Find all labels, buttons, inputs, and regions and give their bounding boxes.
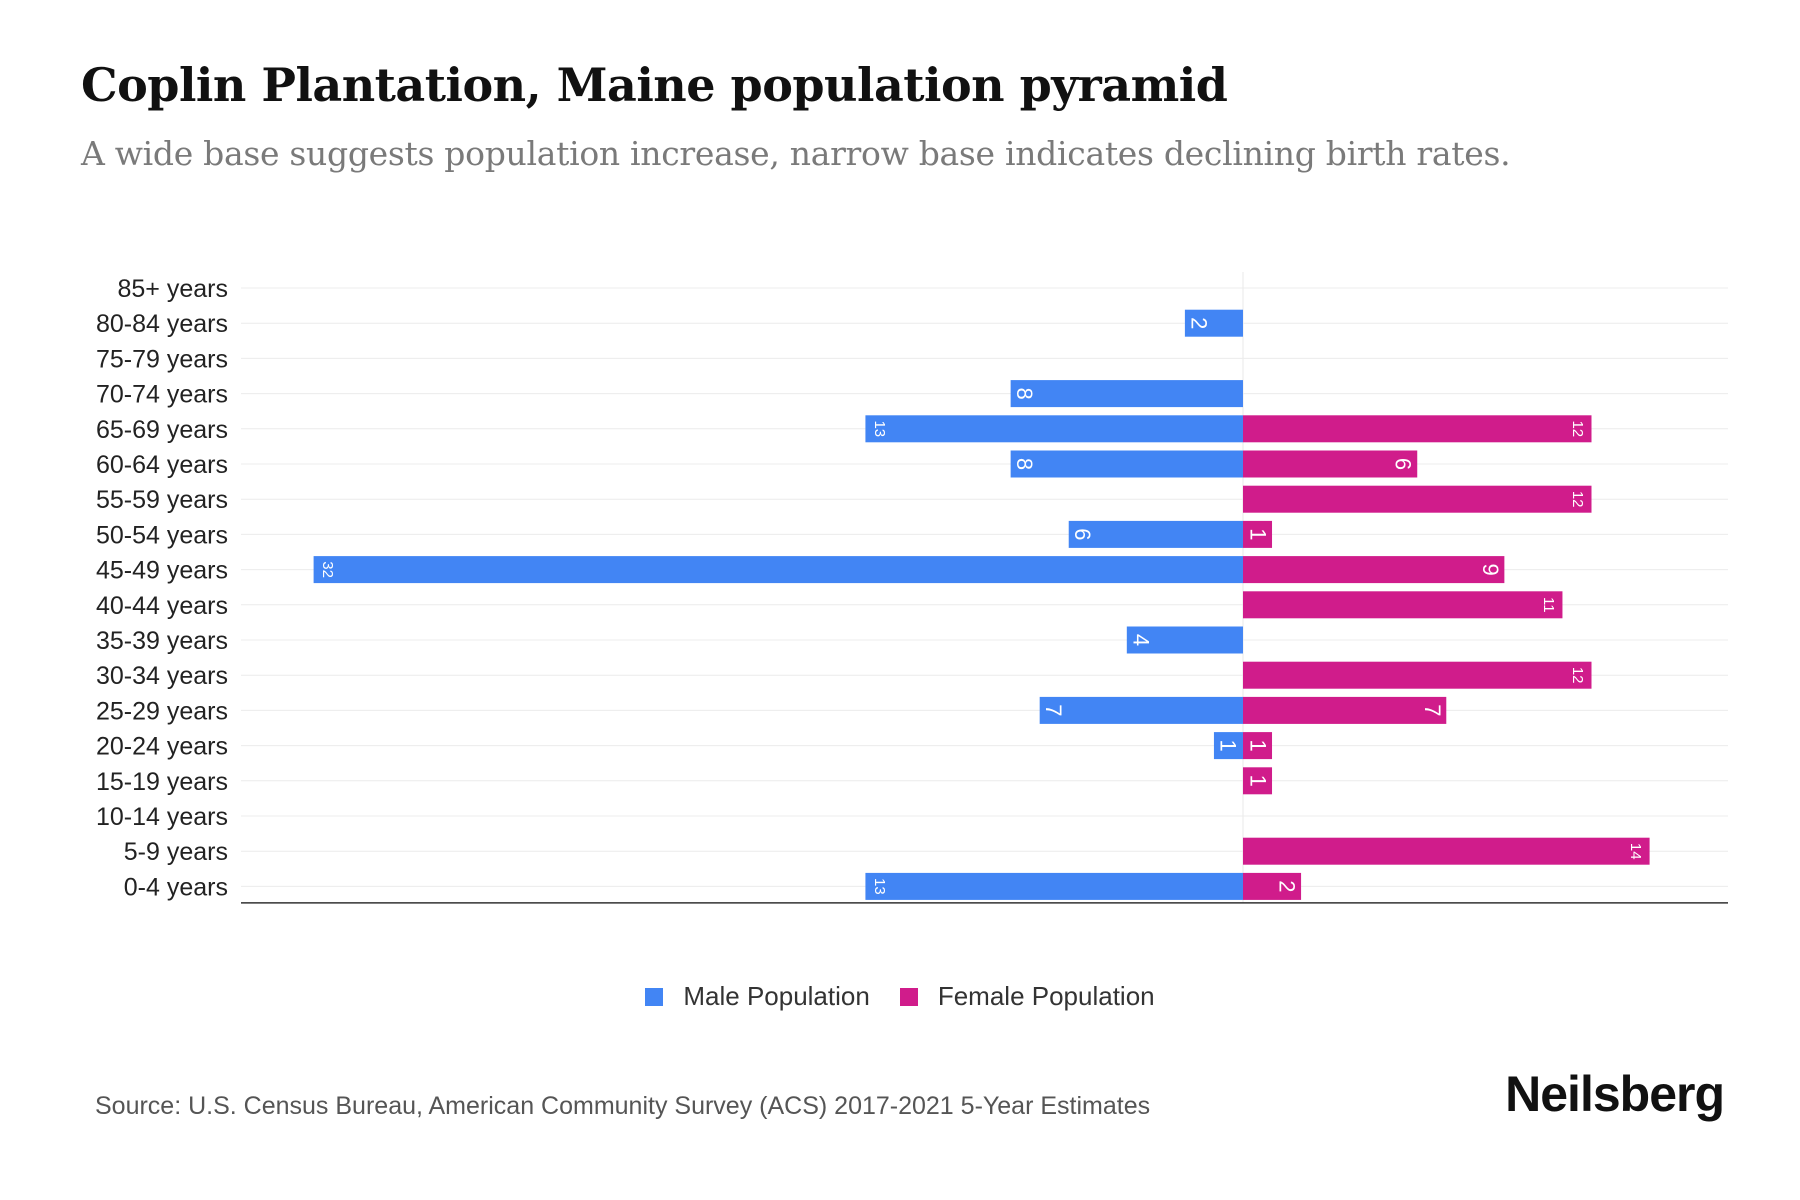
data-label: 2 xyxy=(1186,317,1211,329)
y-tick-label: 60-64 years xyxy=(96,451,228,479)
y-tick-label: 75-79 years xyxy=(96,345,228,373)
y-tick-label: 20-24 years xyxy=(96,733,228,761)
source-note: Source: U.S. Census Bureau, American Com… xyxy=(95,1092,1151,1120)
data-label: 12 xyxy=(1569,667,1586,684)
legend-swatch-female xyxy=(899,987,918,1006)
data-label: 12 xyxy=(1569,420,1586,437)
bar-male xyxy=(1126,626,1243,654)
data-label: 13 xyxy=(871,878,888,895)
y-tick-label: 45-49 years xyxy=(96,557,228,585)
data-label: 12 xyxy=(1569,491,1586,508)
data-label: 8 xyxy=(1012,458,1037,470)
data-label: 14 xyxy=(1627,843,1644,860)
y-tick-label: 0-4 years xyxy=(124,873,228,901)
data-label: 1 xyxy=(1246,775,1271,787)
bar-female xyxy=(1242,696,1447,724)
data-label: 6 xyxy=(1070,528,1095,540)
chart-subtitle: A wide base suggests population increase… xyxy=(81,134,1511,173)
data-label: 13 xyxy=(871,420,888,437)
bar-female xyxy=(1242,837,1650,865)
y-tick-label: 5-9 years xyxy=(124,838,228,866)
bar-male xyxy=(1039,696,1243,724)
y-tick-label: 85+ years xyxy=(118,275,229,303)
y-tick-label: 25-29 years xyxy=(96,697,228,725)
y-tick-label: 70-74 years xyxy=(96,381,228,409)
legend-swatch-male xyxy=(645,987,664,1006)
legend-label-female: Female Population xyxy=(937,981,1155,1011)
y-tick-label: 35-39 years xyxy=(96,627,228,655)
bar-female xyxy=(1242,872,1302,900)
bar-female xyxy=(1242,767,1273,795)
bar-female xyxy=(1242,485,1592,513)
chart-legend: Male Population Female Population xyxy=(0,981,1800,1012)
bar-female xyxy=(1242,556,1505,584)
data-label: 7 xyxy=(1420,704,1445,716)
data-label: 1 xyxy=(1246,739,1271,751)
brand-logo: Neilsberg xyxy=(1505,1066,1725,1122)
y-tick-label: 40-44 years xyxy=(96,592,228,620)
bar-male xyxy=(865,872,1243,900)
data-label: 2 xyxy=(1275,880,1300,892)
bar-female xyxy=(1242,520,1273,548)
data-label: 9 xyxy=(1478,563,1503,575)
data-label: 32 xyxy=(319,561,336,578)
data-label: 7 xyxy=(1041,704,1066,716)
y-tick-label: 80-84 years xyxy=(96,310,228,338)
bar-male xyxy=(1213,732,1243,760)
legend-item-male[interactable]: Male Population xyxy=(645,981,870,1012)
y-tick-label: 65-69 years xyxy=(96,416,228,444)
data-label: 11 xyxy=(1540,597,1557,613)
bar-female xyxy=(1242,415,1592,443)
data-label: 8 xyxy=(1012,387,1037,399)
y-tick-label: 10-14 years xyxy=(96,803,228,831)
y-tick-label: 15-19 years xyxy=(96,768,228,796)
data-label: 4 xyxy=(1128,634,1153,646)
chart-title: Coplin Plantation, Maine population pyra… xyxy=(81,58,1228,112)
data-label: 1 xyxy=(1215,739,1240,751)
y-tick-label: 55-59 years xyxy=(96,486,228,514)
bar-male xyxy=(313,556,1243,584)
y-tick-label: 50-54 years xyxy=(96,521,228,549)
bar-male xyxy=(1068,520,1243,548)
data-label: 1 xyxy=(1246,528,1271,540)
legend-label-male: Male Population xyxy=(683,981,870,1011)
data-label: 6 xyxy=(1391,458,1416,470)
bar-male xyxy=(1010,380,1243,408)
bar-female xyxy=(1242,661,1592,689)
bar-female xyxy=(1242,450,1418,478)
bar-female xyxy=(1242,591,1563,619)
bar-male xyxy=(1010,450,1243,478)
legend-item-female[interactable]: Female Population xyxy=(899,981,1155,1012)
bar-female xyxy=(1242,732,1273,760)
bar-male xyxy=(1184,309,1243,337)
bar-male xyxy=(865,415,1243,443)
y-tick-label: 30-34 years xyxy=(96,662,228,690)
